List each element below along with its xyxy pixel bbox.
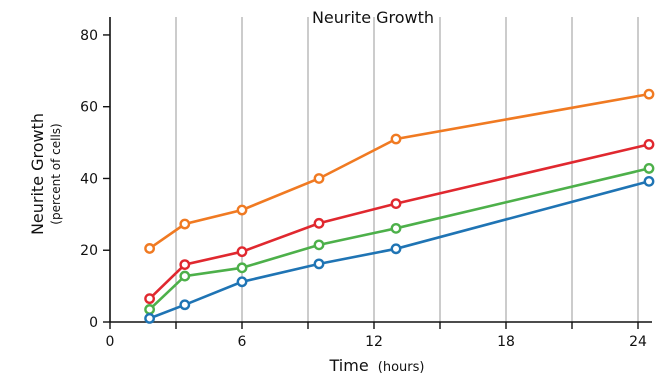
y-axis-unit: (percent of cells)	[49, 123, 63, 224]
data-point	[236, 262, 248, 274]
x-tick-label: 6	[238, 334, 247, 350]
data-point	[179, 270, 191, 282]
data-point	[643, 88, 655, 100]
data-point	[390, 198, 402, 209]
x-tick-label: 18	[497, 334, 515, 350]
data-point	[643, 163, 655, 174]
data-point	[144, 293, 156, 305]
y-axis-label: Neurite Growth (percent of cells)	[28, 113, 63, 235]
series-line	[148, 92, 650, 250]
axes	[109, 17, 652, 323]
x-axis-label: Time (hours)	[329, 356, 425, 375]
series-layer	[144, 88, 655, 324]
series-1	[144, 88, 655, 254]
y-tick-label: 0	[89, 315, 98, 331]
data-point	[236, 204, 248, 216]
x-axis-title: Time	[329, 356, 369, 375]
y-tick-label: 20	[80, 243, 98, 259]
y-axis-title: Neurite Growth	[28, 113, 47, 235]
data-point	[144, 243, 156, 254]
series-line	[148, 167, 650, 311]
series-line	[148, 143, 650, 300]
series-4	[144, 175, 655, 324]
x-tick-label: 24	[629, 334, 647, 350]
data-point	[313, 239, 325, 251]
grid	[175, 17, 639, 322]
data-point	[390, 222, 402, 234]
data-point	[236, 276, 248, 288]
y-tick-label: 80	[80, 28, 98, 44]
y-tick-label: 60	[80, 100, 98, 116]
data-point	[179, 299, 191, 311]
chart-title: Neurite Growth	[312, 8, 434, 27]
x-axis-unit: (hours)	[378, 360, 425, 375]
x-tick-label: 0	[106, 334, 115, 350]
series-3	[144, 163, 655, 315]
series-line	[149, 180, 650, 320]
data-point	[643, 138, 655, 150]
y-tick-label: 40	[80, 171, 98, 187]
data-point	[144, 313, 156, 324]
data-point	[144, 304, 156, 315]
data-point	[179, 218, 191, 230]
ticks: 0 6 12 18 24 0 20 40 60 80	[80, 28, 647, 350]
data-point	[390, 243, 402, 255]
data-point	[236, 246, 248, 258]
series-2	[144, 138, 655, 305]
data-point	[313, 258, 325, 270]
data-point	[313, 217, 325, 229]
data-point	[313, 173, 325, 184]
data-point	[390, 133, 402, 145]
data-point	[643, 175, 655, 187]
data-point	[179, 259, 191, 270]
x-tick-label: 12	[365, 334, 383, 350]
